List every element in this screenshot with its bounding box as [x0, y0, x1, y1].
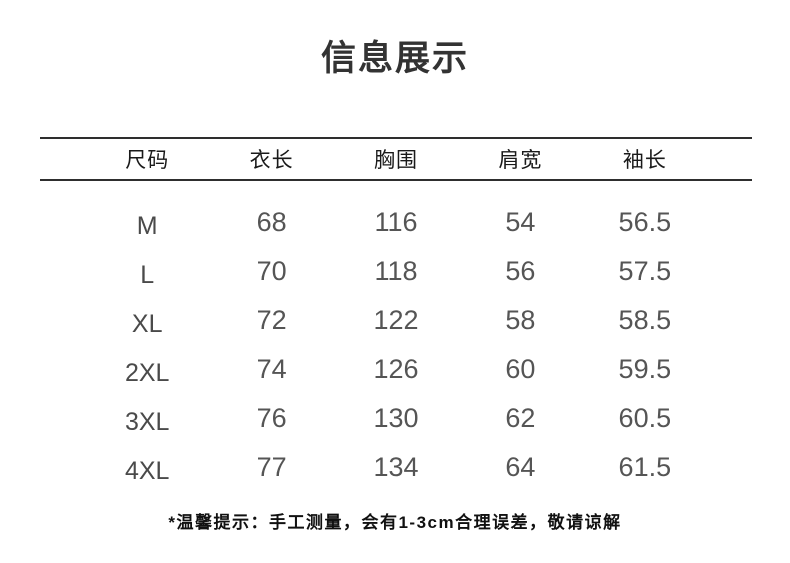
size-cell: M — [136, 212, 158, 240]
size-cell: 2XL — [124, 359, 170, 387]
chest-cell: 126 — [373, 354, 419, 384]
length-cell: 68 — [256, 207, 287, 237]
table-row: XL 72 122 58 58.5 — [40, 296, 752, 345]
chest-cell: 134 — [373, 452, 419, 482]
column-header-sleeve: 袖长 — [622, 149, 667, 172]
size-cell: XL — [131, 310, 163, 338]
size-cell: 4XL — [124, 457, 170, 485]
shoulder-cell: 60 — [505, 354, 536, 384]
page-title: 信息展示 — [320, 39, 469, 78]
size-cell: L — [140, 261, 155, 289]
shoulder-cell: 58 — [505, 305, 536, 335]
table-row: L 70 118 56 57.5 — [40, 247, 752, 296]
shoulder-cell: 62 — [505, 403, 536, 433]
size-table: 尺码 衣长 胸围 肩宽 袖长 M 68 116 54 56.5 L 70 118… — [40, 137, 752, 492]
column-header-chest: 胸围 — [374, 149, 419, 172]
sleeve-cell: 61.5 — [618, 452, 672, 482]
sleeve-cell: 59.5 — [618, 354, 672, 384]
table-body: M 68 116 54 56.5 L 70 118 56 57.5 XL 72 … — [40, 181, 752, 492]
shoulder-cell: 56 — [505, 256, 536, 286]
chest-cell: 116 — [374, 207, 418, 237]
column-header-shoulder: 肩宽 — [498, 149, 543, 172]
measurement-note: *温馨提示：手工测量，会有1-3cm合理误差，敬请谅解 — [168, 513, 622, 532]
chest-cell: 122 — [373, 305, 419, 335]
size-cell: 3XL — [124, 408, 170, 436]
shoulder-cell: 54 — [505, 207, 536, 237]
table-row: 4XL 77 134 64 61.5 — [40, 443, 752, 492]
length-cell: 74 — [256, 354, 287, 384]
sleeve-cell: 58.5 — [618, 305, 672, 335]
chest-cell: 130 — [373, 403, 419, 433]
table-header-row: 尺码 衣长 胸围 肩宽 袖长 — [40, 137, 752, 181]
sleeve-cell: 60.5 — [618, 403, 672, 433]
sleeve-cell: 57.5 — [618, 256, 672, 286]
length-cell: 76 — [256, 403, 287, 433]
shoulder-cell: 64 — [505, 452, 536, 482]
length-cell: 70 — [256, 256, 287, 286]
column-header-length: 衣长 — [249, 149, 294, 172]
sleeve-cell: 56.5 — [618, 207, 672, 237]
length-cell: 77 — [256, 452, 287, 482]
column-header-size: 尺码 — [125, 149, 170, 172]
table-row: 3XL 76 130 62 60.5 — [40, 394, 752, 443]
table-row: 2XL 74 126 60 59.5 — [40, 345, 752, 394]
table-row: M 68 116 54 56.5 — [40, 198, 752, 247]
length-cell: 72 — [256, 305, 287, 335]
chest-cell: 118 — [374, 256, 418, 286]
